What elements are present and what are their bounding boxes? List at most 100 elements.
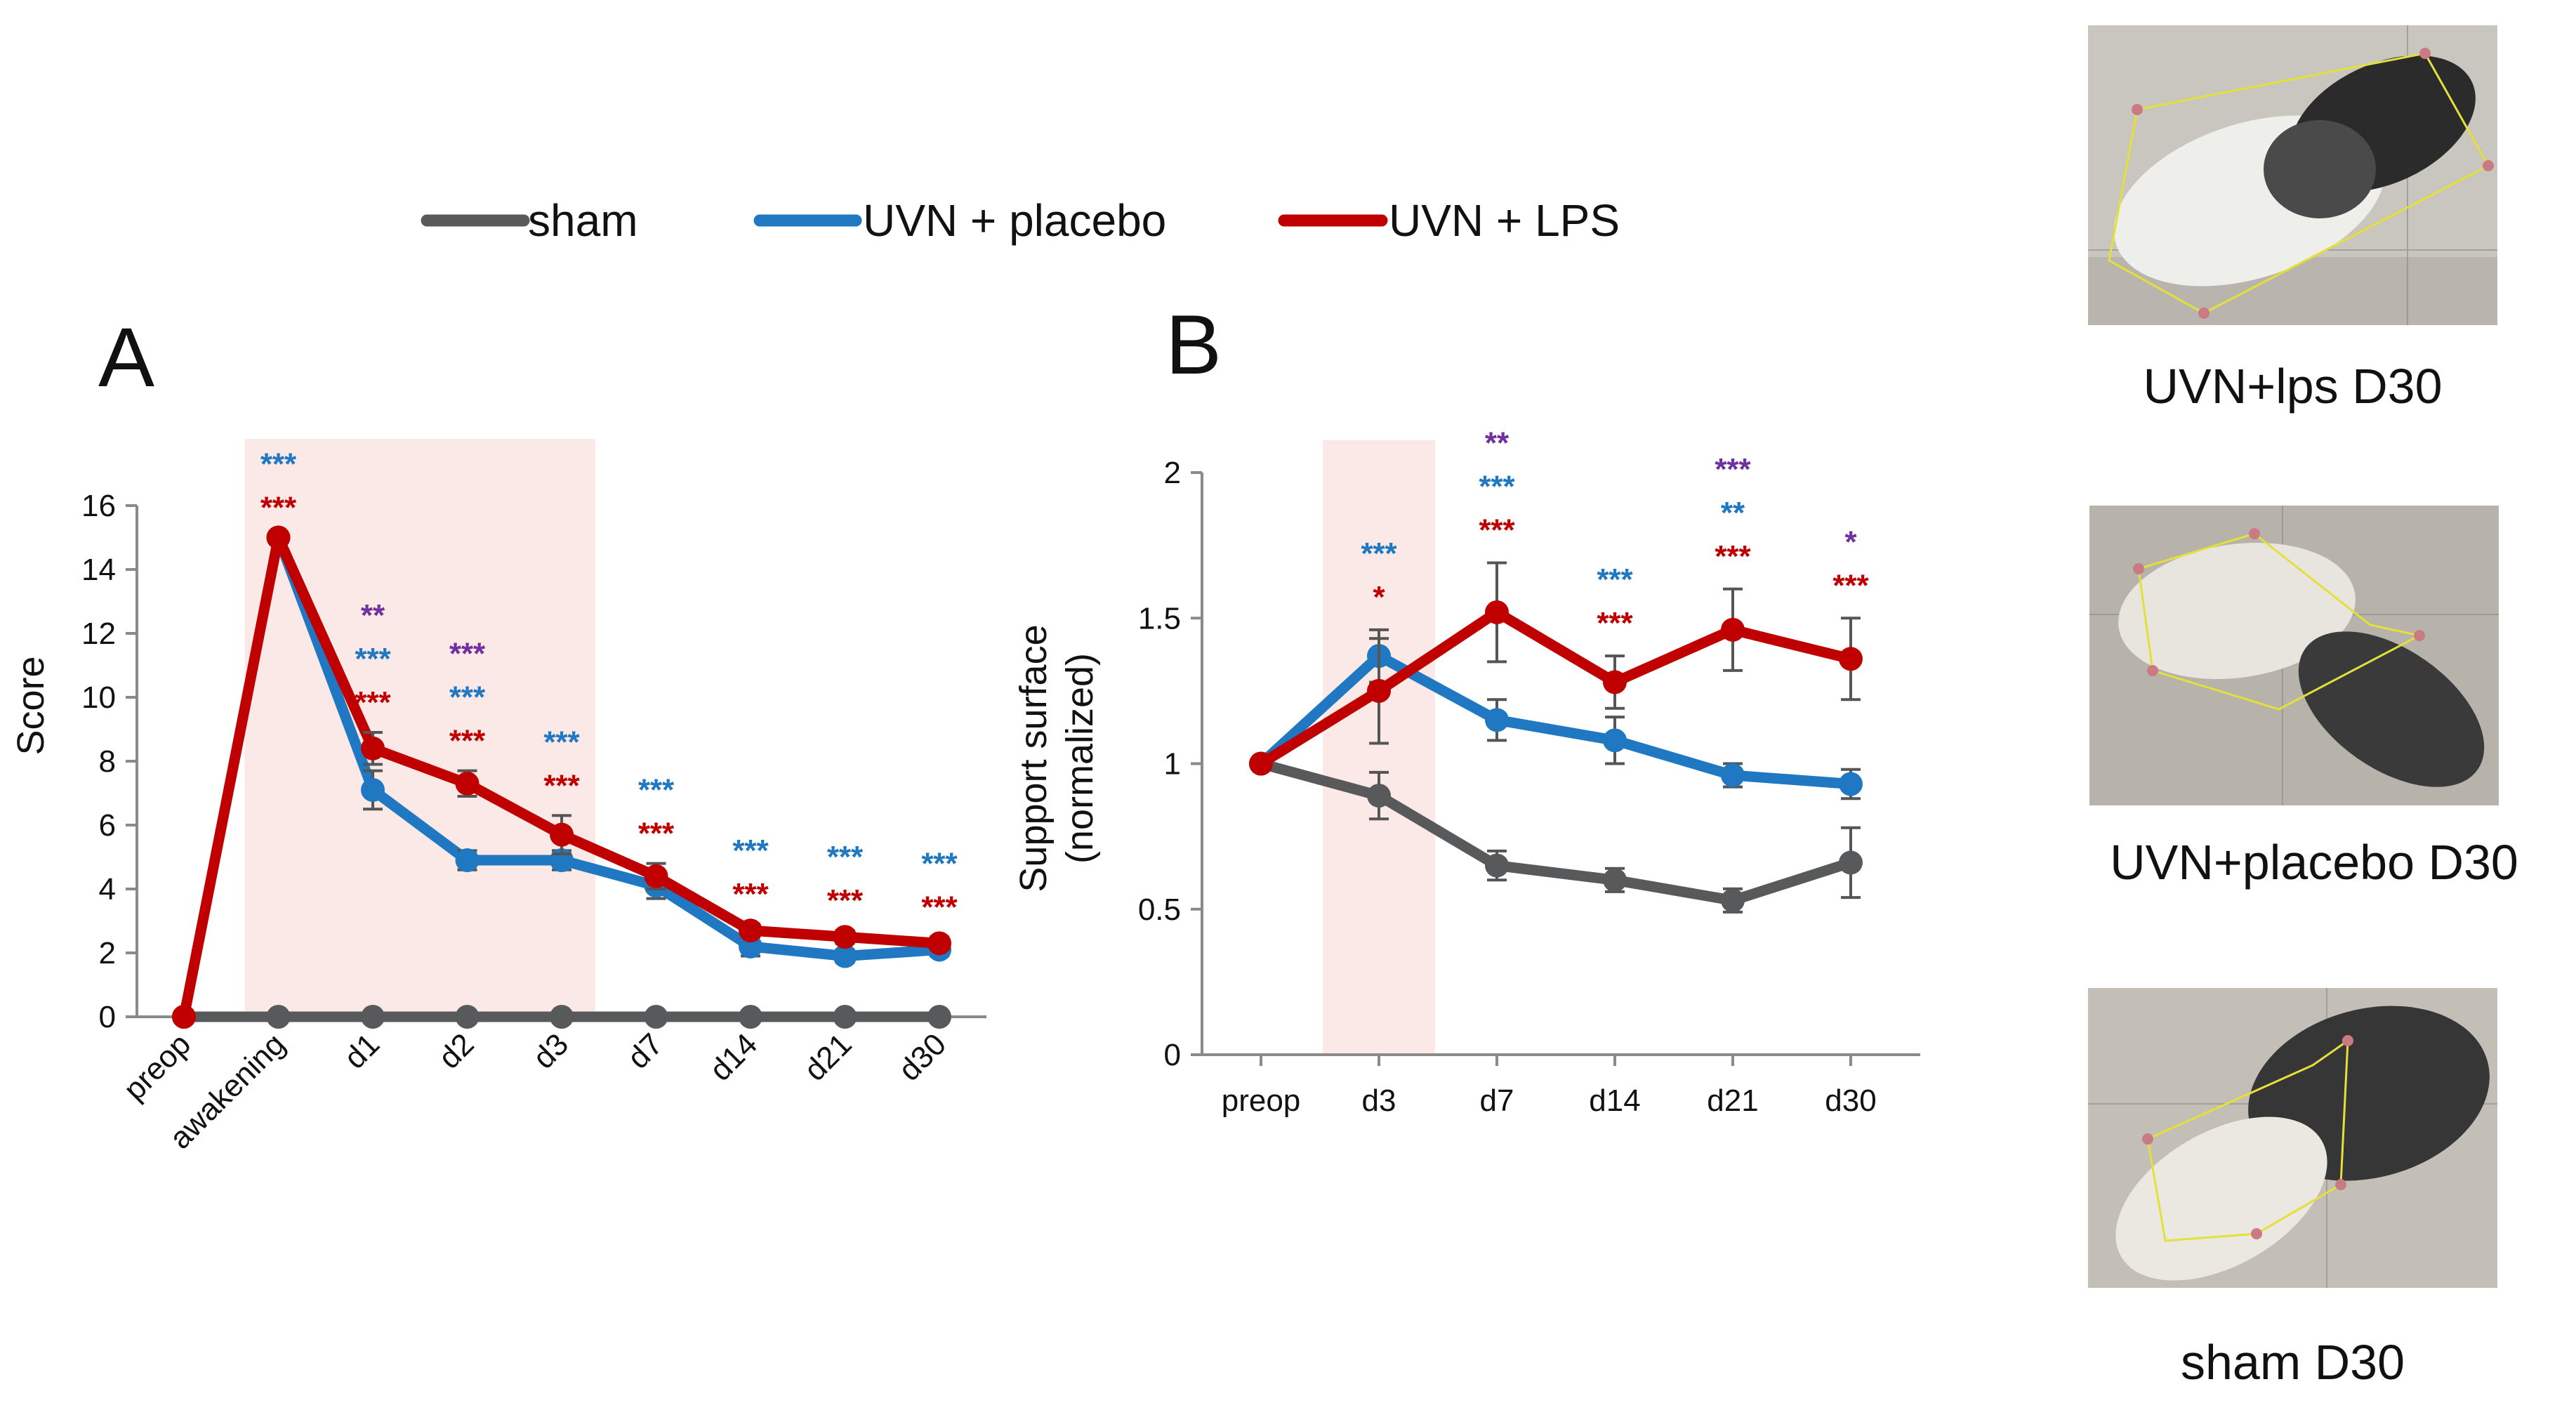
b-sig-red: *** — [1715, 539, 1751, 574]
b-x-tick-label: d3 — [1362, 1083, 1396, 1118]
a-point-2 — [172, 1005, 196, 1029]
photo-caption-sham: sham D30 — [2180, 1335, 2405, 1390]
b-point-1 — [1603, 728, 1627, 753]
chart-a-ylabel: Score — [10, 656, 52, 755]
a-y-tick-label: 4 — [99, 872, 116, 907]
legend-label-lps: UVN + LPS — [1389, 195, 1620, 246]
photo-caption-uvn-placebo: UVN+placebo D30 — [2110, 835, 2518, 890]
a-point-0 — [644, 1005, 668, 1029]
a-y-tick-label: 12 — [81, 617, 116, 651]
a-x-tick-label: d21 — [798, 1027, 859, 1088]
b-sig-blue: *** — [1479, 469, 1515, 503]
a-y-tick-label: 10 — [81, 680, 116, 715]
a-sig-blue: *** — [260, 447, 297, 482]
b-point-2 — [1603, 670, 1627, 694]
b-point-2 — [1367, 678, 1391, 703]
b-point-0 — [1367, 784, 1391, 808]
b-point-1 — [1485, 708, 1509, 732]
a-point-0 — [266, 1005, 291, 1029]
a-point-2 — [455, 771, 480, 796]
b-x-tick-label: d21 — [1707, 1083, 1758, 1118]
a-sig-red: *** — [543, 768, 580, 803]
a-y-tick-label: 0 — [99, 1000, 116, 1034]
legend-label-sham: sham — [528, 195, 638, 246]
a-point-1 — [455, 848, 480, 873]
photo-sham — [2088, 988, 2497, 1288]
a-sig-blue: *** — [638, 773, 675, 808]
b-sig-blue: *** — [1361, 536, 1397, 571]
a-y-tick-label: 14 — [81, 553, 116, 587]
a-point-0 — [833, 1005, 857, 1029]
a-point-0 — [927, 1005, 951, 1029]
b-point-0 — [1603, 868, 1627, 892]
photo-caption-uvn-lps: UVN+lps D30 — [2143, 359, 2443, 414]
b-point-2 — [1249, 751, 1273, 776]
b-sig-red: *** — [1479, 513, 1515, 547]
a-sig-blue: *** — [732, 834, 769, 868]
a-sig-red: *** — [449, 724, 486, 758]
a-point-1 — [833, 944, 857, 968]
a-sig-blue: *** — [921, 846, 958, 881]
b-sig-purple: * — [1844, 525, 1857, 559]
a-point-0 — [739, 1005, 762, 1029]
legend-label-placebo: UVN + placebo — [863, 195, 1166, 246]
photo-uvn-lps — [2088, 25, 2497, 325]
a-x-tick-label: d2 — [432, 1027, 480, 1075]
b-sig-red: * — [1373, 580, 1385, 614]
a-sig-red: *** — [260, 491, 297, 525]
b-sig-blue: ** — [1721, 496, 1745, 530]
a-point-2 — [644, 864, 668, 888]
a-sig-red: *** — [638, 817, 675, 851]
chart-b-axes: 0 0.5 1 1.5 2 preop d3 d7 d14 d21 d30 — [1138, 456, 1920, 1118]
photo-uvn-placebo — [2089, 506, 2499, 805]
a-y-tick-label: 2 — [99, 936, 116, 970]
b-y-tick-label: 1.5 — [1138, 601, 1181, 635]
panel-label-a: A — [98, 310, 154, 404]
a-point-2 — [739, 918, 762, 943]
chart-b-shaded-region — [1323, 440, 1435, 1055]
a-sig-purple: ** — [361, 598, 385, 633]
chart-a-significance: ****************************************… — [260, 447, 958, 925]
b-y-tick-label: 2 — [1164, 456, 1181, 490]
chart-a-shaded-region — [244, 439, 595, 1017]
a-y-tick-label: 6 — [99, 808, 116, 843]
chart-b-significance: ****************************** — [1361, 426, 1869, 640]
a-line-1 — [273, 532, 945, 962]
b-x-tick-label: d7 — [1480, 1083, 1514, 1118]
b-sig-purple: *** — [1715, 452, 1751, 487]
b-y-tick-label: 0.5 — [1138, 892, 1181, 927]
b-point-1 — [1839, 772, 1863, 796]
a-x-tick-label: d7 — [621, 1027, 669, 1075]
a-y-tick-label: 16 — [81, 489, 116, 523]
chart-a-series — [172, 525, 951, 1029]
a-sig-purple: *** — [449, 637, 486, 671]
a-sig-red: *** — [355, 685, 391, 720]
a-x-tick-label: d3 — [527, 1027, 575, 1075]
b-point-1 — [1721, 763, 1745, 788]
b-y-tick-label: 1 — [1164, 747, 1181, 782]
a-sig-blue: *** — [827, 840, 864, 874]
a-point-2 — [833, 925, 857, 949]
chart-b-ylabel-line2: (normalized) — [1059, 653, 1101, 864]
chart-b-series — [1249, 561, 1863, 914]
a-point-2 — [266, 525, 291, 550]
b-point-0 — [1721, 888, 1745, 913]
b-line-2 — [1255, 607, 1856, 769]
b-point-2 — [1485, 600, 1509, 624]
b-point-0 — [1485, 853, 1509, 878]
b-line-0 — [1255, 758, 1856, 906]
b-sig-purple: ** — [1485, 426, 1510, 460]
a-sig-red: *** — [732, 877, 769, 911]
b-x-tick-label: preop — [1222, 1083, 1301, 1118]
a-sig-blue: *** — [355, 642, 391, 676]
chart-b-ylabel-line1: Support surface — [1012, 624, 1055, 892]
a-x-tick-label: d30 — [892, 1027, 953, 1088]
b-y-tick-label: 0 — [1164, 1038, 1181, 1072]
b-sig-red: *** — [1832, 568, 1869, 602]
b-point-2 — [1721, 617, 1745, 642]
a-x-tick-label: d1 — [338, 1027, 386, 1075]
a-point-0 — [550, 1005, 574, 1029]
